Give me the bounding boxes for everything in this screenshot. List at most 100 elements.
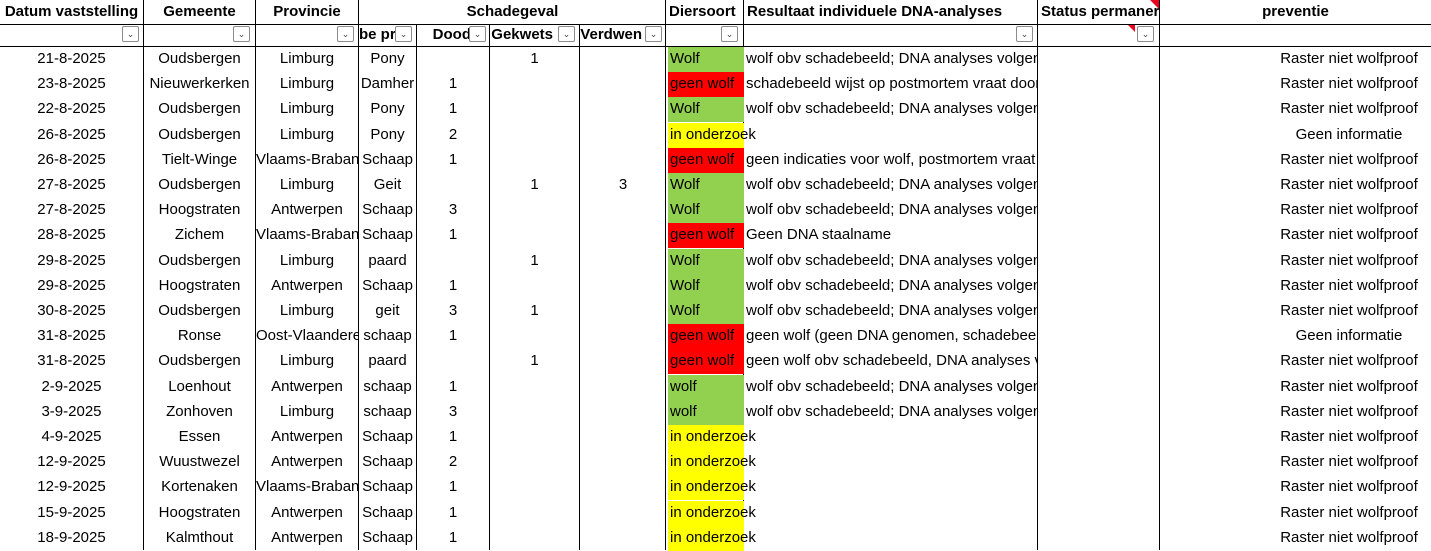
cell-soort[interactable]: schaap xyxy=(363,403,412,420)
cell-dood[interactable]: 1 xyxy=(448,277,458,294)
cell-datum[interactable]: 27-8-2025 xyxy=(37,201,106,218)
cell-verdwenen[interactable] xyxy=(580,274,666,299)
cell-diersoort[interactable]: Wolf xyxy=(668,299,744,324)
cell-datum[interactable]: 18-9-2025 xyxy=(37,529,106,546)
cell-preventie[interactable]: Raster niet wolfproof xyxy=(1280,50,1418,67)
cell-gekwetst[interactable]: 1 xyxy=(530,252,539,269)
cell-status[interactable] xyxy=(1038,223,1159,248)
cell-gekwetst[interactable] xyxy=(490,148,579,173)
cell-resultaat[interactable]: wolf obv schadebeeld; DNA analyses volge… xyxy=(746,302,1037,319)
header-dood[interactable]: Dood xyxy=(432,26,471,43)
cell-preventie[interactable]: Raster niet wolfproof xyxy=(1280,75,1418,92)
cell-gemeente[interactable]: Oudsbergen xyxy=(158,50,241,67)
filter-dropdown-button[interactable]: ⌄ xyxy=(337,26,354,42)
cell-verdwenen[interactable] xyxy=(580,223,666,248)
header-status[interactable]: Status permaner xyxy=(1041,3,1159,20)
cell-verdwenen[interactable] xyxy=(580,375,666,400)
cell-status[interactable] xyxy=(1038,72,1159,97)
cell-resultaat[interactable] xyxy=(744,475,1037,500)
cell-gemeente[interactable]: Oudsbergen xyxy=(158,100,241,117)
cell-diersoort[interactable]: Wolf xyxy=(668,198,744,223)
header-datum[interactable]: Datum vaststelling xyxy=(4,3,139,20)
cell-status[interactable] xyxy=(1038,299,1159,324)
cell-gemeente[interactable]: Oudsbergen xyxy=(158,176,241,193)
cell-gemeente[interactable]: Hoogstraten xyxy=(158,504,241,521)
cell-soort[interactable]: Pony xyxy=(370,126,405,143)
cell-soort[interactable]: Geit xyxy=(373,176,402,193)
cell-verdwenen[interactable] xyxy=(580,299,666,324)
cell-soort[interactable]: geit xyxy=(375,302,400,319)
cell-dood[interactable]: 1 xyxy=(448,428,458,445)
cell-gekwetst[interactable] xyxy=(490,425,579,450)
cell-provincie[interactable]: Vlaams-Brabant xyxy=(256,151,358,168)
filter-dropdown-button[interactable]: ⌄ xyxy=(1137,26,1154,42)
cell-gekwetst[interactable] xyxy=(490,324,579,349)
cell-soort[interactable]: Schaap xyxy=(362,453,413,470)
cell-status[interactable] xyxy=(1038,198,1159,223)
header-diersoort[interactable]: Diersoort xyxy=(669,3,736,20)
cell-verdwenen[interactable] xyxy=(580,97,666,122)
cell-gemeente[interactable]: Essen xyxy=(178,428,221,445)
cell-soort[interactable]: Schaap xyxy=(362,151,413,168)
header-schadegeval[interactable]: Schadegeval xyxy=(466,3,559,20)
cell-provincie[interactable]: Vlaams-Brabant xyxy=(256,478,358,495)
cell-datum[interactable]: 12-9-2025 xyxy=(37,453,106,470)
cell-gekwetst[interactable] xyxy=(490,501,579,526)
cell-gekwetst[interactable] xyxy=(490,72,579,97)
cell-dood[interactable]: 3 xyxy=(448,201,458,218)
cell-verdwenen[interactable] xyxy=(580,475,666,500)
cell-resultaat[interactable]: wolf obv schadebeeld; DNA analyses volge… xyxy=(746,277,1037,294)
cell-provincie[interactable]: Limburg xyxy=(279,252,335,269)
filter-dropdown-button[interactable]: ⌄ xyxy=(645,26,662,42)
cell-resultaat[interactable] xyxy=(744,123,1037,148)
cell-datum[interactable]: 15-9-2025 xyxy=(37,504,106,521)
cell-status[interactable] xyxy=(1038,425,1159,450)
cell-datum[interactable]: 28-8-2025 xyxy=(37,226,106,243)
cell-soort[interactable]: Pony xyxy=(370,50,405,67)
cell-dood[interactable]: 1 xyxy=(448,327,458,344)
cell-provincie[interactable]: Antwerpen xyxy=(271,504,343,521)
cell-resultaat[interactable]: wolf obv schadebeeld; DNA analyses volge… xyxy=(746,252,1037,269)
filter-dropdown-button[interactable]: ⌄ xyxy=(122,26,139,42)
cell-dood[interactable]: 1 xyxy=(448,100,458,117)
cell-preventie[interactable]: Raster niet wolfproof xyxy=(1280,504,1418,521)
cell-verdwenen[interactable]: 3 xyxy=(618,176,628,193)
header-preventie[interactable]: preventie xyxy=(1262,3,1329,20)
cell-gekwetst[interactable] xyxy=(490,223,579,248)
cell-gekwetst[interactable]: 1 xyxy=(530,176,539,193)
cell-dood[interactable]: 1 xyxy=(448,75,458,92)
cell-diersoort[interactable]: Wolf xyxy=(668,97,744,122)
cell-resultaat[interactable]: Geen DNA staalname xyxy=(746,226,892,243)
filter-dropdown-button[interactable]: ⌄ xyxy=(233,26,250,42)
cell-verdwenen[interactable] xyxy=(580,501,666,526)
cell-status[interactable] xyxy=(1038,526,1159,551)
cell-provincie[interactable]: Antwerpen xyxy=(271,428,343,445)
cell-provincie[interactable]: Limburg xyxy=(279,126,335,143)
cell-provincie[interactable]: Antwerpen xyxy=(271,378,343,395)
cell-verdwenen[interactable] xyxy=(580,123,666,148)
cell-soort[interactable]: Schaap xyxy=(362,226,413,243)
cell-status[interactable] xyxy=(1038,400,1159,425)
cell-preventie[interactable]: Raster niet wolfproof xyxy=(1280,378,1418,395)
cell-status[interactable] xyxy=(1038,148,1159,173)
cell-status[interactable] xyxy=(1038,349,1159,374)
header-provincie[interactable]: Provincie xyxy=(273,3,341,20)
cell-datum[interactable]: 12-9-2025 xyxy=(37,478,106,495)
cell-diersoort[interactable]: in onderzoek xyxy=(668,425,756,450)
cell-resultaat[interactable]: geen wolf obv schadebeeld, DNA analyses … xyxy=(746,352,1037,369)
cell-provincie[interactable]: Antwerpen xyxy=(271,201,343,218)
cell-provincie[interactable]: Vlaams-Brabant xyxy=(256,226,358,243)
cell-preventie[interactable]: Raster niet wolfproof xyxy=(1280,428,1418,445)
filter-dropdown-button[interactable]: ⌄ xyxy=(395,26,412,42)
cell-preventie[interactable]: Raster niet wolfproof xyxy=(1280,277,1418,294)
cell-provincie[interactable]: Limburg xyxy=(279,403,335,420)
cell-diersoort[interactable]: Wolf xyxy=(668,249,744,274)
filter-dropdown-button[interactable]: ⌄ xyxy=(469,26,486,42)
cell-preventie[interactable]: Raster niet wolfproof xyxy=(1280,226,1418,243)
cell-soort[interactable]: Schaap xyxy=(362,201,413,218)
cell-datum[interactable]: 29-8-2025 xyxy=(37,277,106,294)
cell-gemeente[interactable]: Oudsbergen xyxy=(158,302,241,319)
cell-datum[interactable]: 27-8-2025 xyxy=(37,176,106,193)
cell-datum[interactable]: 30-8-2025 xyxy=(37,302,106,319)
cell-gemeente[interactable]: Kortenaken xyxy=(161,478,238,495)
